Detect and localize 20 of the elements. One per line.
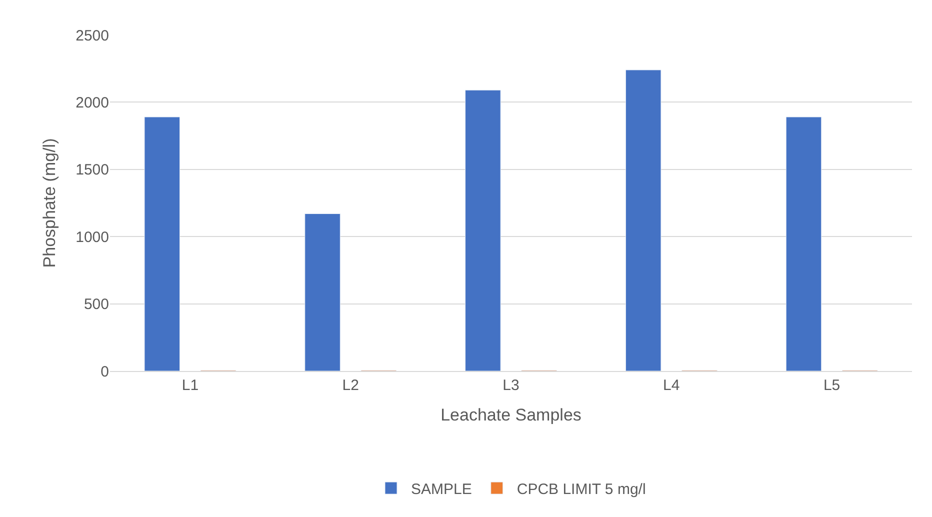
x-axis-title: Leachate Samples	[440, 405, 582, 424]
y-tick-label: 1500	[76, 162, 109, 179]
y-axis-title: Phosphate (mg/l)	[40, 138, 60, 268]
x-tick-label: L5	[823, 377, 840, 394]
x-tick-label: L3	[502, 377, 520, 394]
bar	[625, 70, 662, 371]
legend-label: CPCB LIMIT 5 mg/l	[516, 480, 646, 498]
y-tick-label: 2500	[76, 27, 109, 44]
x-tick-label: L1	[182, 377, 199, 394]
bar	[465, 90, 501, 371]
legend-label: SAMPLE	[411, 480, 472, 498]
bar	[144, 116, 180, 371]
x-tick-label: L4	[663, 377, 680, 394]
y-tick-label: 0	[100, 363, 109, 380]
bar	[786, 116, 822, 371]
bar	[304, 214, 340, 371]
y-tick-label: 2000	[76, 94, 109, 112]
y-tick-label: 500	[84, 296, 109, 314]
y-tick-label: 1000	[76, 228, 109, 246]
x-tick-label: L2	[342, 377, 359, 394]
